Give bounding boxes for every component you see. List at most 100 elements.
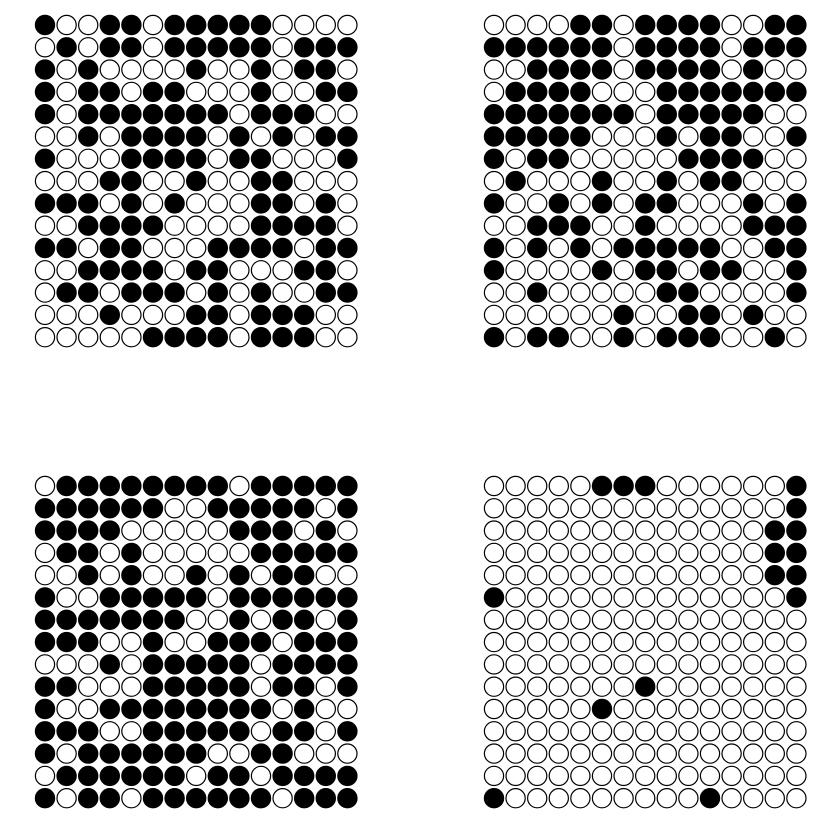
empty-dot <box>764 59 785 80</box>
empty-dot <box>613 148 634 169</box>
filled-dot <box>526 81 548 103</box>
dot-grid-bottom-left-svg <box>34 475 358 809</box>
filled-dot <box>526 59 548 80</box>
filled-dot <box>207 475 228 497</box>
filled-dot <box>337 498 358 519</box>
filled-dot <box>656 193 677 214</box>
filled-dot <box>764 14 785 36</box>
filled-dot <box>250 14 272 36</box>
empty-dot <box>721 498 742 519</box>
filled-dot <box>77 193 99 214</box>
empty-dot <box>656 654 677 675</box>
filled-dot <box>142 148 164 169</box>
empty-dot <box>207 609 228 630</box>
empty-dot <box>526 587 548 608</box>
empty-dot <box>570 676 591 697</box>
filled-dot <box>483 126 505 147</box>
filled-dot <box>99 14 121 36</box>
empty-dot <box>99 564 121 586</box>
empty-dot <box>34 564 56 586</box>
empty-dot <box>315 14 336 36</box>
empty-dot <box>743 564 764 586</box>
empty-dot <box>34 282 56 303</box>
empty-dot <box>505 765 526 787</box>
filled-dot <box>164 587 185 608</box>
empty-dot <box>656 631 677 653</box>
empty-dot <box>699 698 721 720</box>
filled-dot <box>591 475 613 497</box>
filled-dot <box>721 260 742 281</box>
filled-dot <box>185 475 207 497</box>
filled-dot <box>121 587 142 608</box>
empty-dot <box>142 170 164 192</box>
filled-dot <box>207 631 228 653</box>
empty-dot <box>678 542 699 564</box>
empty-dot <box>721 676 742 697</box>
filled-dot <box>34 81 56 103</box>
empty-dot <box>526 475 548 497</box>
empty-dot <box>483 676 505 697</box>
empty-dot <box>743 743 764 764</box>
empty-dot <box>142 14 164 36</box>
filled-dot <box>164 37 185 58</box>
empty-dot <box>250 676 272 697</box>
empty-dot <box>483 498 505 519</box>
filled-dot <box>207 698 228 720</box>
empty-dot <box>613 498 634 519</box>
empty-dot <box>483 59 505 80</box>
filled-dot <box>77 126 99 147</box>
filled-dot <box>185 743 207 764</box>
empty-dot <box>185 237 207 259</box>
filled-dot <box>99 498 121 519</box>
empty-dot <box>678 743 699 764</box>
filled-dot <box>142 765 164 787</box>
empty-dot <box>634 282 656 303</box>
empty-dot <box>764 743 785 764</box>
empty-dot <box>570 609 591 630</box>
filled-dot <box>207 765 228 787</box>
filled-dot <box>786 475 807 497</box>
filled-dot <box>548 148 570 169</box>
filled-dot <box>337 475 358 497</box>
empty-dot <box>526 609 548 630</box>
empty-dot <box>337 14 358 36</box>
empty-dot <box>185 193 207 214</box>
filled-dot <box>99 304 121 326</box>
empty-dot <box>526 676 548 697</box>
filled-dot <box>185 327 207 348</box>
empty-dot <box>229 260 250 281</box>
filled-dot <box>613 475 634 497</box>
filled-dot <box>786 498 807 519</box>
filled-dot <box>315 631 336 653</box>
empty-dot <box>613 282 634 303</box>
empty-dot <box>315 498 336 519</box>
empty-dot <box>294 520 315 541</box>
filled-dot <box>121 282 142 303</box>
empty-dot <box>786 631 807 653</box>
empty-dot <box>764 282 785 303</box>
filled-dot <box>526 215 548 236</box>
empty-dot <box>764 676 785 697</box>
empty-dot <box>315 327 336 348</box>
filled-dot <box>337 654 358 675</box>
filled-dot <box>634 37 656 58</box>
filled-dot <box>56 193 77 214</box>
filled-dot <box>294 475 315 497</box>
empty-dot <box>721 475 742 497</box>
empty-dot <box>548 654 570 675</box>
empty-dot <box>656 587 677 608</box>
empty-dot <box>699 609 721 630</box>
empty-dot <box>570 260 591 281</box>
filled-dot <box>77 743 99 764</box>
empty-dot <box>721 609 742 630</box>
empty-dot <box>591 327 613 348</box>
empty-dot <box>483 564 505 586</box>
filled-dot <box>164 126 185 147</box>
filled-dot <box>121 765 142 787</box>
empty-dot <box>591 765 613 787</box>
empty-dot <box>613 170 634 192</box>
filled-dot <box>164 327 185 348</box>
filled-dot <box>207 498 228 519</box>
empty-dot <box>185 498 207 519</box>
filled-dot <box>634 14 656 36</box>
